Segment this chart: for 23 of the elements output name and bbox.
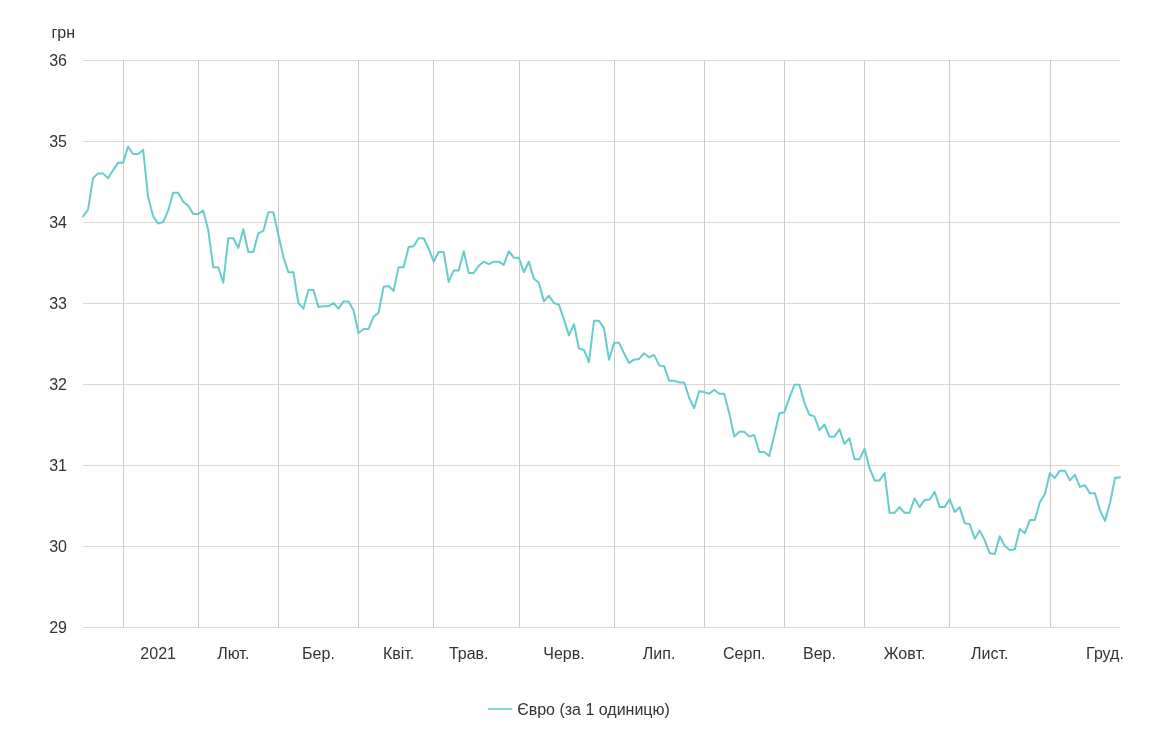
y-tick-label: 29	[49, 618, 68, 636]
y-tick-label: 34	[49, 213, 68, 231]
x-tick-label: Серп.	[723, 644, 766, 662]
y-tick-label: 36	[49, 51, 68, 69]
x-tick-label: Вер.	[802, 644, 836, 662]
x-tick-label: Лип.	[642, 644, 676, 662]
x-tick-label: Трав.	[448, 644, 489, 662]
y-tick-label: 30	[49, 537, 68, 555]
x-tick-label: Черв.	[543, 644, 585, 662]
x-tick-label: Груд.	[1086, 644, 1124, 662]
legend-label: Євро (за 1 одиницю)	[517, 700, 670, 718]
x-tick-label: Лист.	[971, 644, 1009, 662]
y-tick-label: 35	[49, 132, 68, 150]
x-tick-label: Лют.	[217, 644, 250, 662]
y-tick-label: 32	[49, 375, 68, 393]
x-tick-label: Жовт.	[883, 644, 926, 662]
x-tick-label: Квіт.	[382, 644, 415, 662]
y-tick-label: 31	[49, 456, 68, 474]
y-tick-label: 33	[49, 294, 68, 312]
x-tick-label: 2021	[140, 644, 177, 662]
line-series	[82, 145, 1121, 556]
x-tick-label: Бер.	[302, 644, 335, 662]
y-axis-title: грн	[51, 23, 75, 41]
